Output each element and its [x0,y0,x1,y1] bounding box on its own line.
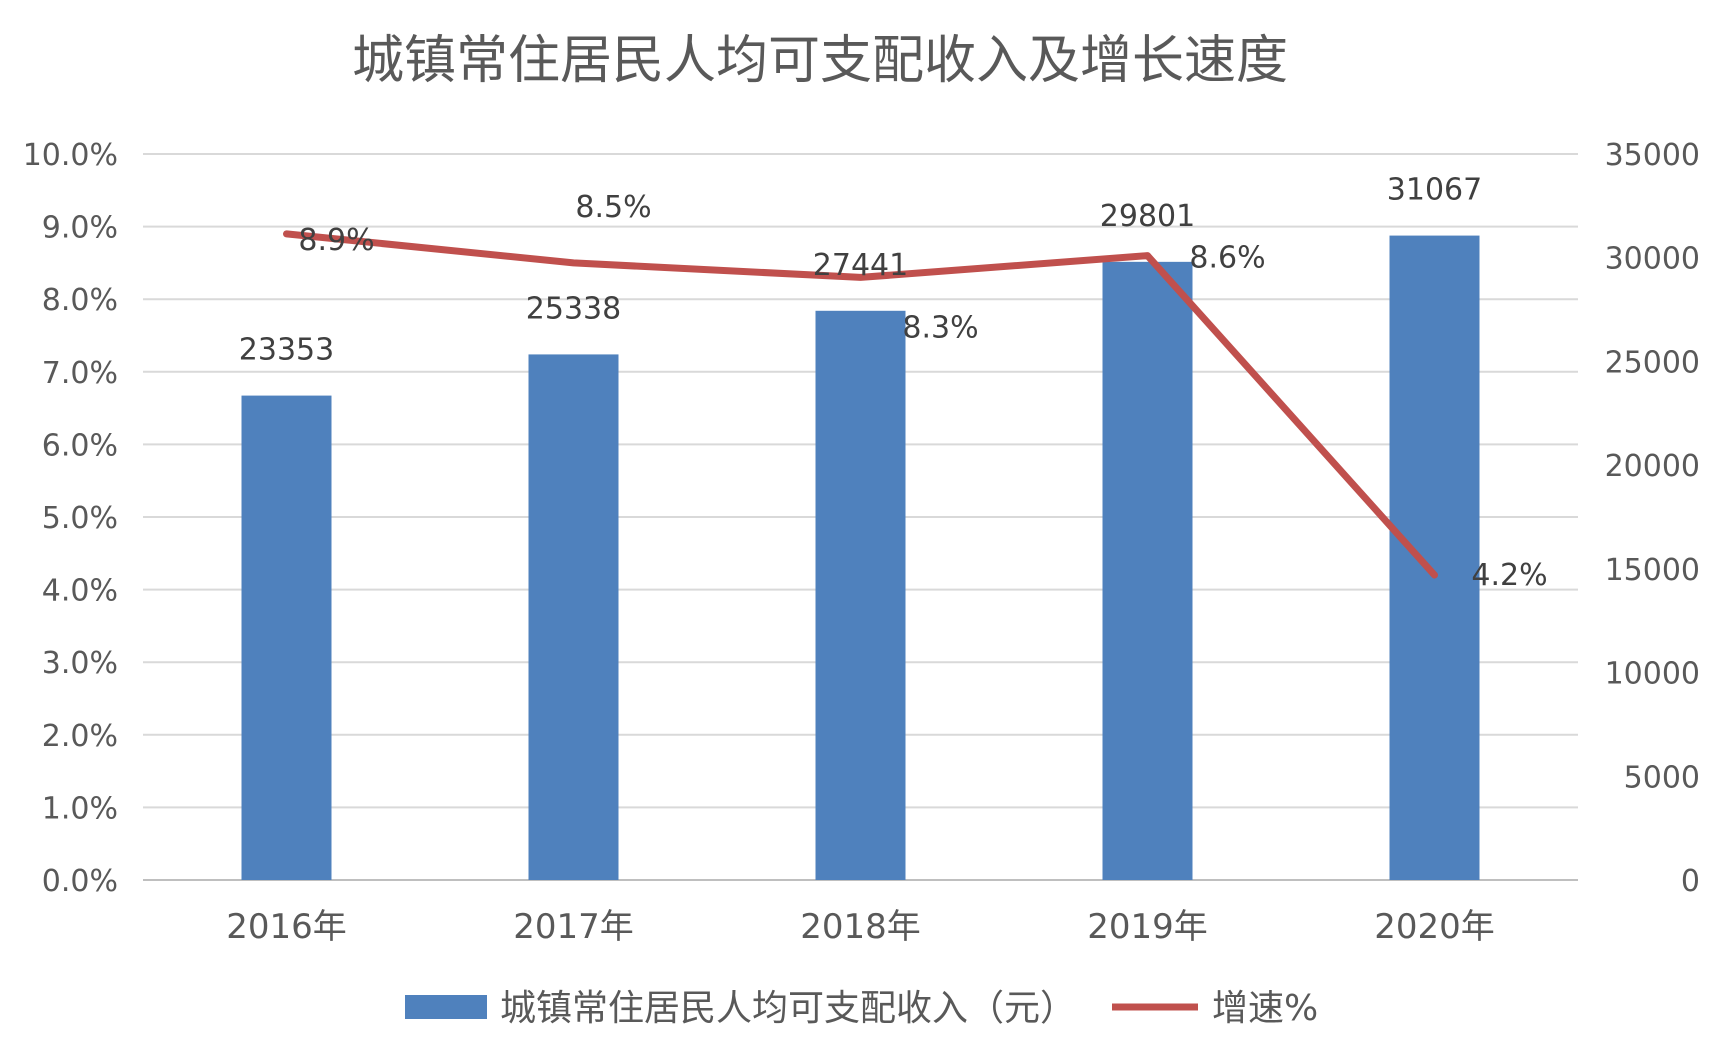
left-tick-label: 3.0% [42,646,118,681]
left-tick-label: 8.0% [42,283,118,318]
category-label: 2018年 [800,907,921,947]
legend-swatch-bar [405,995,487,1019]
chart-title: 城镇常住居民人均可支配收入及增长速度 [352,31,1288,91]
bar [1389,235,1480,880]
bar-data-label: 29801 [1100,199,1195,234]
right-tick-label: 15000 [1605,553,1700,588]
bar-data-label: 27441 [813,248,908,283]
x-axis: 2016年 2017年 2018年 2019年 2020年 [226,907,1495,947]
line-data-label: 8.5% [575,190,651,225]
right-tick-label: 5000 [1624,760,1700,795]
left-tick-label: 10.0% [23,138,118,173]
right-tick-label: 25000 [1605,345,1700,380]
bar-data-label: 31067 [1387,173,1482,208]
growth-line [283,230,1438,579]
right-axis: 0 5000 10000 15000 20000 25000 30000 35000 [1605,138,1700,899]
legend: 城镇常住居民人均可支配收入（元） 增速% [405,988,1318,1029]
line-data-label: 8.9% [298,223,374,258]
bar-data-labels: 23353 25338 27441 29801 31067 [239,173,1482,368]
right-tick-label: 0 [1681,864,1700,899]
left-axis: 0.0% 1.0% 2.0% 3.0% 4.0% 5.0% 6.0% 7.0% 8.0% 9.0%… [23,138,118,899]
line-data-label: 8.3% [902,310,978,345]
category-label: 2020年 [1374,907,1495,947]
bar-data-label: 23353 [239,333,334,368]
right-tick-label: 30000 [1605,242,1700,277]
left-tick-label: 7.0% [42,356,118,391]
bar [1102,261,1193,880]
bar [241,395,332,880]
bar [815,310,906,880]
left-tick-label: 4.0% [42,574,118,609]
left-tick-label: 1.0% [42,791,118,826]
category-label: 2019年 [1087,907,1208,947]
left-tick-label: 5.0% [42,501,118,536]
line-data-label: 4.2% [1471,558,1547,593]
left-tick-label: 9.0% [42,211,118,246]
bar-series [241,235,1480,880]
category-label: 2016年 [226,907,347,947]
bar-data-label: 25338 [526,291,621,326]
legend-label-bar: 城镇常住居民人均可支配收入（元） [500,988,1076,1029]
line-data-label: 8.6% [1189,241,1265,276]
line-series [283,230,1438,579]
bar [528,354,619,880]
left-tick-label: 0.0% [42,864,118,899]
legend-label-line: 增速% [1212,988,1318,1029]
right-tick-label: 20000 [1605,449,1700,484]
right-tick-label: 10000 [1605,657,1700,692]
right-tick-label: 35000 [1605,138,1700,173]
left-tick-label: 2.0% [42,719,118,754]
left-tick-label: 6.0% [42,428,118,463]
category-label: 2017年 [513,907,634,947]
line-data-labels: 8.9% 8.5% 8.3% 8.6% 4.2% [298,190,1547,593]
